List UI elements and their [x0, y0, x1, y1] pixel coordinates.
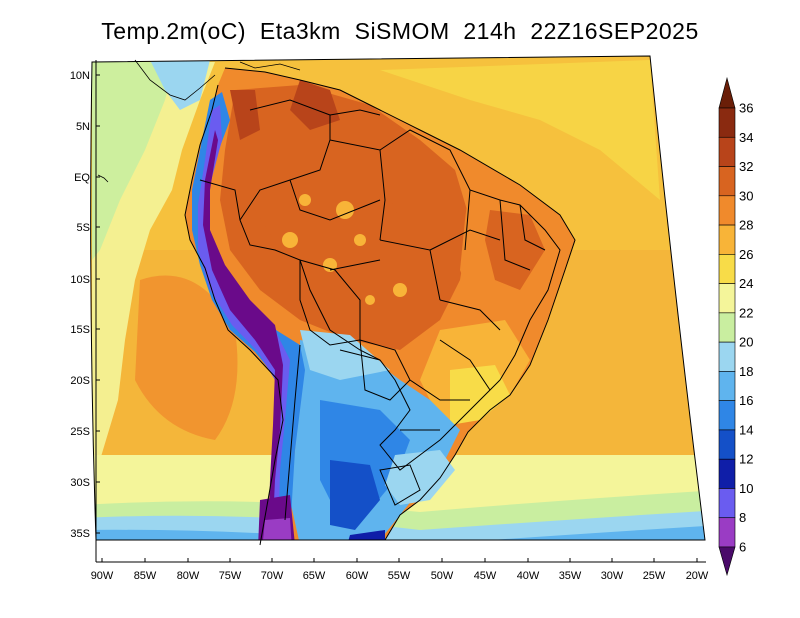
colorbar-segment: [718, 224, 736, 255]
lon-label: 85W: [134, 570, 157, 582]
colorbar-segment: [718, 166, 736, 197]
lat-label: EQ: [74, 172, 90, 184]
colorbar-under-arrow: [718, 546, 736, 577]
lat-label: 15S: [70, 324, 90, 336]
colorbar-label: 18: [739, 364, 753, 379]
lat-label: 5N: [76, 121, 90, 133]
colorbar-label: 8: [739, 510, 746, 525]
lat-label: 10S: [70, 274, 90, 286]
colorbar-segment: [718, 517, 736, 548]
lat-label: 30S: [70, 477, 90, 489]
lat-label: 20S: [70, 375, 90, 387]
colorbar-label: 36: [739, 101, 753, 116]
lat-label: 35S: [70, 528, 90, 540]
colorbar-segment: [718, 312, 736, 343]
colorbar-label: 16: [739, 393, 753, 408]
colorbar-label: 34: [739, 130, 753, 145]
colorbar: 6 8 10 12 14 16 18 20 22 24 26 28 30 32 34 36: [718, 76, 753, 577]
colorbar-label: 32: [739, 159, 753, 174]
colorbar-segment: [718, 136, 736, 167]
colorbar-segment: [718, 107, 736, 138]
lon-label: 45W: [474, 570, 497, 582]
lat-axis: 10N 5N EQ 5S 10S 15S 20S 25S 30S 35S: [70, 70, 100, 540]
lon-label: 30W: [601, 570, 624, 582]
lon-label: 55W: [388, 570, 411, 582]
colorbar-label: 26: [739, 247, 753, 262]
coastlines-north: [97, 59, 301, 183]
colorbar-label: 10: [739, 481, 753, 496]
lat-label: 25S: [70, 426, 90, 438]
colorbar-label: 14: [739, 422, 753, 437]
colorbar-segment: [718, 371, 736, 401]
colorbar-label: 22: [739, 305, 753, 320]
colorbar-segment: [718, 458, 736, 489]
temperature-field: [90, 56, 705, 540]
colorbar-label: 20: [739, 335, 753, 350]
colorbar-segment: [718, 429, 736, 460]
lon-label: 20W: [686, 570, 709, 582]
colorbar-segment: [718, 254, 736, 284]
lon-label: 25W: [643, 570, 666, 582]
lon-label: 40W: [517, 570, 540, 582]
colorbar-segment: [718, 341, 736, 372]
lat-label: 10N: [70, 70, 90, 82]
colorbar-segment: [718, 195, 736, 226]
colorbar-label: 28: [739, 218, 753, 233]
lat-label: 5S: [77, 222, 90, 234]
colorbar-label: 12: [739, 452, 753, 467]
lon-axis: 90W 85W 80W 75W 70W 65W 60W 55W 50W 45W …: [91, 558, 709, 582]
map-title: Temp.2m(oC) Eta3km SiSMOM 214h 22Z16SEP2…: [101, 18, 699, 44]
colorbar-label: 30: [739, 188, 753, 203]
map-frame: [90, 55, 706, 541]
lon-label: 60W: [346, 570, 369, 582]
country-borders: [184, 67, 576, 546]
lon-label: 65W: [303, 570, 326, 582]
colorbar-segment: [718, 488, 736, 519]
colorbar-label: 24: [739, 276, 753, 291]
lon-label: 70W: [261, 570, 284, 582]
lon-label: 35W: [559, 570, 582, 582]
lon-label: 75W: [219, 570, 242, 582]
lon-label: 90W: [91, 570, 114, 582]
colorbar-segment: [718, 400, 736, 431]
colorbar-label: 6: [739, 540, 746, 555]
colorbar-segment: [718, 283, 736, 314]
lon-label: 50W: [431, 570, 454, 582]
lon-label: 80W: [177, 570, 200, 582]
colorbar-over-arrow: [718, 76, 736, 109]
